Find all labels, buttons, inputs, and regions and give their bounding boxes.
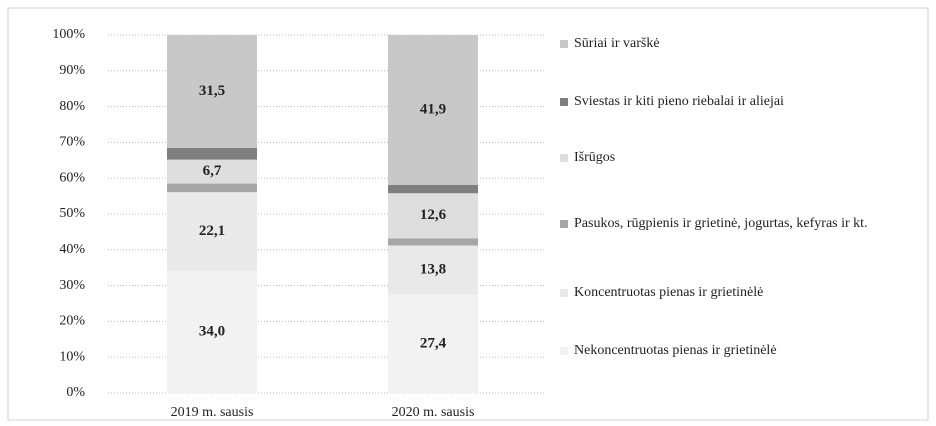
value-label: 31,5 [199, 83, 225, 99]
value-label: 12,6 [420, 207, 447, 223]
bar-segment [388, 35, 478, 186]
bar-segment [167, 183, 257, 193]
bar-segment [167, 192, 257, 272]
legend-label: Nekoncentruotas pienas ir grietinėlė [574, 343, 777, 358]
y-tick-label: 0% [66, 385, 85, 400]
y-tick-label: 30% [59, 278, 85, 293]
y-tick-label: 70% [59, 135, 85, 150]
y-tick-label: 40% [59, 242, 85, 257]
x-tick-label: 2019 m. sausis [171, 405, 254, 420]
legend-item: Koncentruotas pienas ir grietinėlė [560, 285, 930, 301]
legend-item: Nekoncentruotas pienas ir grietinėlė [560, 343, 930, 359]
legend-label: Sviestas ir kiti pieno riebalai ir aliej… [574, 94, 784, 109]
legend-item: Pasukos, rūgpienis ir grietinė, jogurtas… [560, 216, 930, 232]
bar-segment [388, 193, 478, 239]
frame [7, 7, 929, 421]
bar-segment [388, 185, 478, 194]
y-tick-label: 10% [59, 349, 85, 364]
legend-item: Sviestas ir kiti pieno riebalai ir aliej… [560, 94, 930, 110]
legend-swatch [560, 98, 568, 106]
legend-swatch [560, 154, 568, 162]
legend-label: Išrūgos [574, 150, 616, 165]
y-tick-label: 80% [59, 99, 85, 114]
y-tick-label: 100% [52, 27, 85, 42]
x-tick-label: 2020 m. sausis [392, 405, 475, 420]
value-label: 6,7 [203, 163, 222, 179]
bar-segment [388, 238, 478, 246]
legend-item: Išrūgos [560, 150, 930, 166]
y-tick-label: 90% [59, 63, 85, 78]
y-tick-label: 60% [59, 170, 85, 185]
bar-segment [167, 271, 257, 393]
value-label: 22,1 [199, 223, 225, 239]
bar-segment [167, 159, 257, 184]
bar-segment [167, 35, 257, 148]
value-label: 13,8 [420, 262, 446, 278]
legend-swatch [560, 220, 568, 228]
y-tick-label: 50% [59, 206, 85, 221]
legend-label: Sūriai ir varškė [574, 36, 660, 51]
bar-segment [388, 294, 478, 393]
legend-swatch [560, 40, 568, 48]
legend-swatch [560, 347, 568, 355]
legend-label: Pasukos, rūgpienis ir grietinė, jogurtas… [574, 216, 868, 231]
value-label: 27,4 [420, 335, 447, 351]
legend-swatch [560, 289, 568, 297]
y-tick-label: 20% [59, 314, 85, 329]
legend-item: Sūriai ir varškė [560, 36, 930, 52]
bar-segment [388, 245, 478, 295]
bar-segment [167, 147, 257, 160]
legend-label: Koncentruotas pienas ir grietinėlė [574, 285, 764, 300]
value-label: 34,0 [199, 324, 225, 340]
value-label: 41,9 [420, 101, 446, 117]
